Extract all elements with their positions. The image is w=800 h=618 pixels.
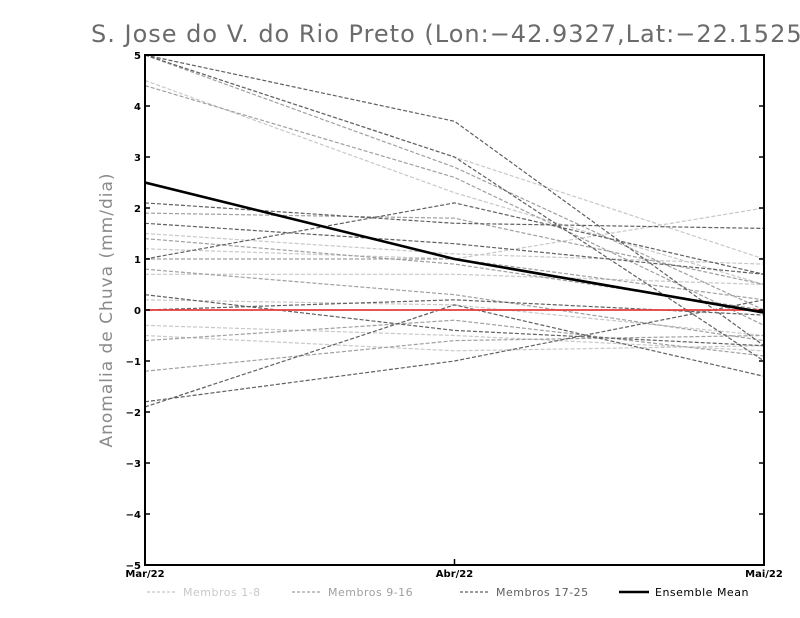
member-line-g3-6 (145, 222, 764, 275)
y-tick-label: −3 (126, 459, 141, 470)
y-tick-label: −1 (126, 357, 141, 368)
member-line-g3-1 (145, 55, 764, 347)
legend: Membros 1-8 Membros 9-16 Membros 17-25 Ense… (147, 586, 749, 599)
chart-title: S. Jose do V. do Rio Preto (Lon:−42.9327… (91, 20, 800, 48)
member-line-g2-6 (145, 55, 764, 311)
x-tick-label: Abr/22 (436, 569, 473, 580)
y-tick-label: −2 (126, 408, 141, 419)
y-tick-label: 3 (134, 153, 141, 164)
x-tick-label: Mar/22 (125, 569, 164, 580)
member-line-g3-3 (145, 202, 764, 275)
member-line-g3-9 (145, 55, 764, 362)
member-line-g3-7 (145, 294, 764, 347)
ensemble-mean-line (145, 181, 764, 314)
member-line-g1-2 (145, 207, 764, 260)
member-line-g3-8 (145, 299, 764, 316)
member-line-g2-5 (145, 268, 764, 342)
y-tick-label: −4 (126, 510, 141, 521)
member-line-g1-1 (145, 79, 764, 286)
member-line-g3-4 (145, 299, 764, 403)
y-tick-label: 0 (134, 306, 141, 317)
legend-label: Membros 9-16 (328, 586, 413, 599)
legend-label: Ensemble Mean (655, 586, 749, 599)
x-tick-label: Mai/22 (745, 569, 783, 580)
member-line-g1-3 (145, 273, 764, 286)
member-line-g3-2 (145, 202, 764, 229)
member-line-g2-7 (145, 319, 764, 357)
member-line-g3-5 (145, 304, 764, 408)
member-line-g1-4 (145, 324, 764, 352)
y-tick-label: 5 (134, 51, 141, 62)
y-tick-label: 4 (134, 102, 141, 113)
y-tick-label: 1 (134, 255, 141, 266)
y-tick-label: 2 (134, 204, 141, 215)
y-tick-label: −5 (126, 561, 141, 572)
legend-label: Membros 17-25 (496, 586, 589, 599)
member-line-g2-4 (145, 334, 764, 372)
legend-label: Membros 1-8 (183, 586, 261, 599)
plot-lines (145, 55, 764, 408)
y-axis-label: Anomalia de Chuva (mm/dia) (97, 172, 117, 447)
member-line-g1-6 (145, 334, 764, 352)
member-line-g2-2 (145, 212, 764, 286)
